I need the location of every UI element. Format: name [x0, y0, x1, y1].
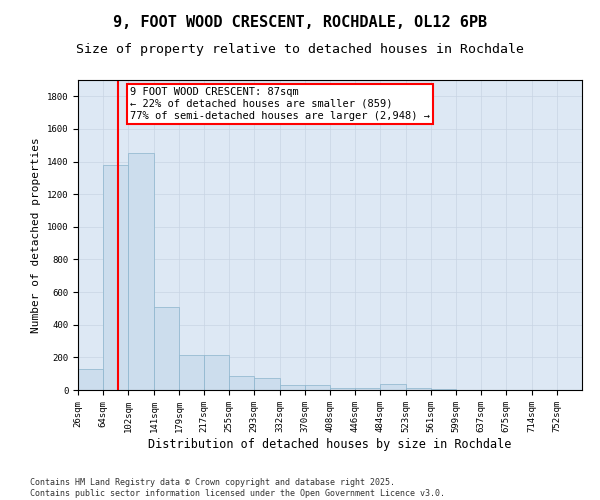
Bar — [204, 355, 229, 390]
Y-axis label: Number of detached properties: Number of detached properties — [31, 137, 41, 333]
Bar — [305, 386, 330, 390]
Bar — [179, 355, 204, 390]
Bar — [154, 307, 179, 390]
Bar — [431, 389, 456, 390]
Bar — [330, 388, 355, 390]
Text: 9, FOOT WOOD CRESCENT, ROCHDALE, OL12 6PB: 9, FOOT WOOD CRESCENT, ROCHDALE, OL12 6P… — [113, 15, 487, 30]
Bar — [380, 384, 406, 390]
Bar — [406, 388, 431, 390]
Bar — [254, 378, 280, 390]
Bar — [229, 376, 254, 390]
Text: 9 FOOT WOOD CRESCENT: 87sqm
← 22% of detached houses are smaller (859)
77% of se: 9 FOOT WOOD CRESCENT: 87sqm ← 22% of det… — [130, 88, 430, 120]
Bar — [355, 388, 380, 390]
Bar — [103, 165, 128, 390]
X-axis label: Distribution of detached houses by size in Rochdale: Distribution of detached houses by size … — [148, 438, 512, 450]
Bar — [280, 386, 305, 390]
Text: Size of property relative to detached houses in Rochdale: Size of property relative to detached ho… — [76, 42, 524, 56]
Bar — [78, 369, 103, 390]
Bar — [128, 154, 154, 390]
Text: Contains HM Land Registry data © Crown copyright and database right 2025.
Contai: Contains HM Land Registry data © Crown c… — [30, 478, 445, 498]
